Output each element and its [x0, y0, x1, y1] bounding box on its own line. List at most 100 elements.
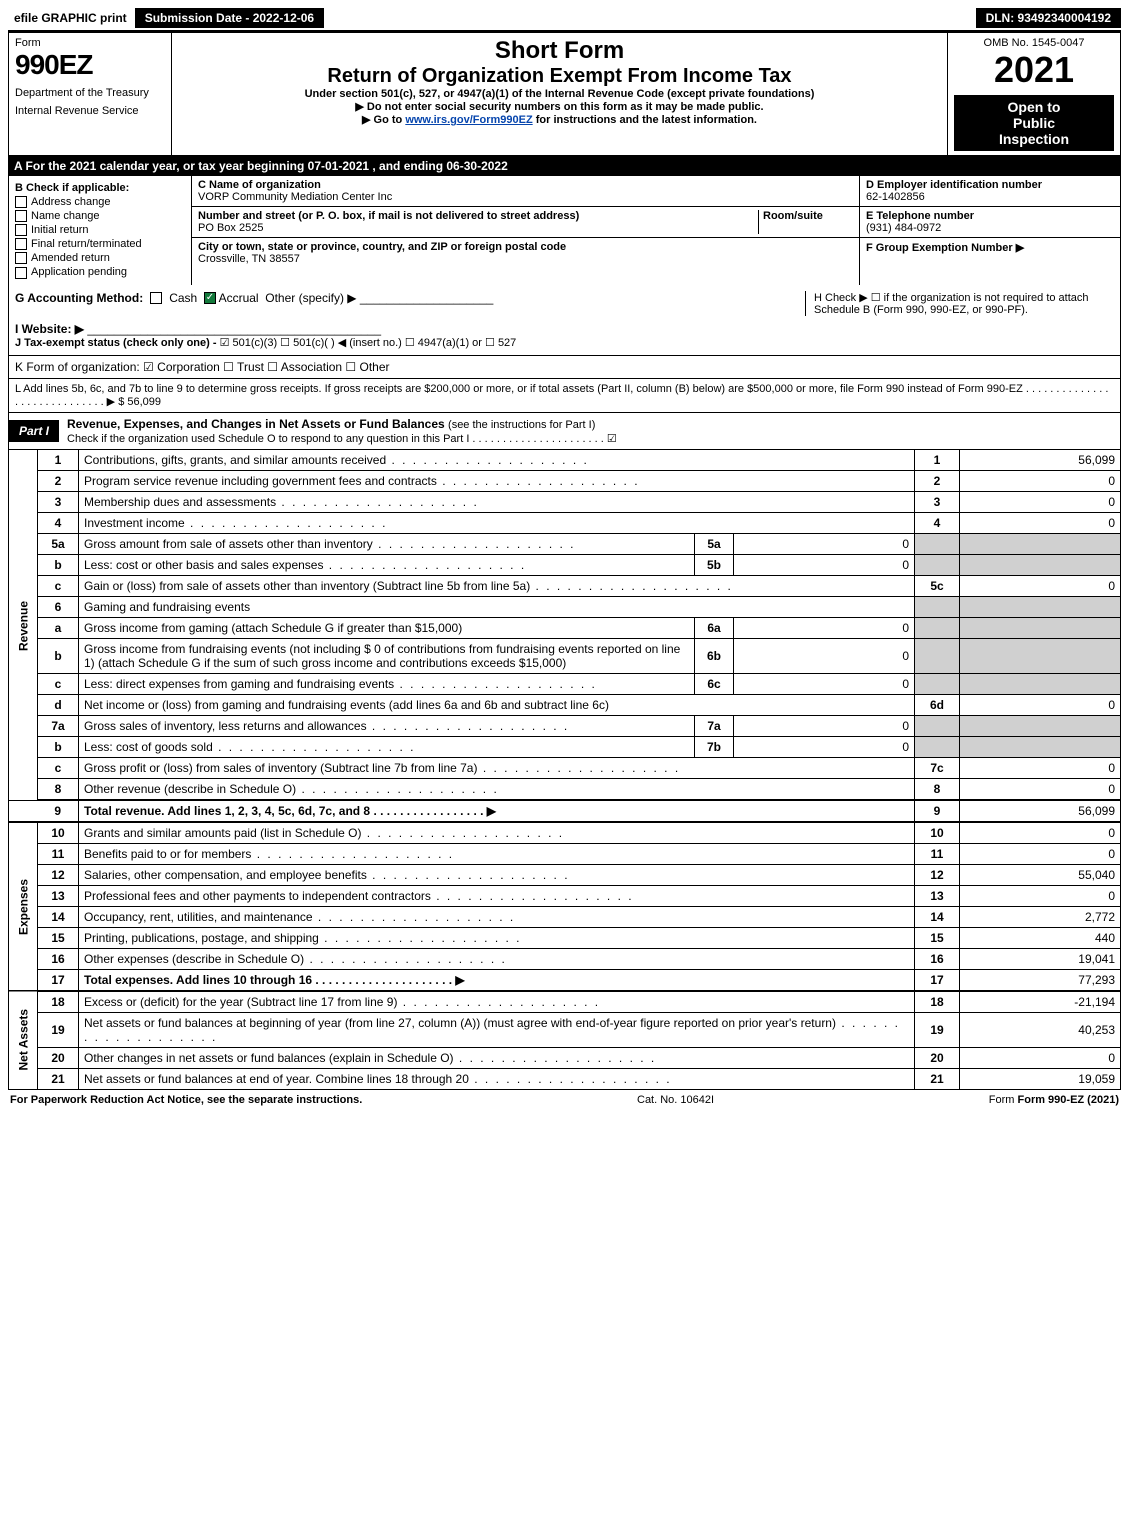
room-label: Room/suite: [763, 210, 823, 222]
checkbox-address-change[interactable]: [15, 196, 27, 208]
footer-right: Form Form 990-EZ (2021): [989, 1094, 1119, 1106]
line6c-desc: Less: direct expenses from gaming and fu…: [79, 673, 695, 694]
line15-val: 440: [960, 927, 1121, 948]
top-bar: efile GRAPHIC print Submission Date - 20…: [8, 8, 1121, 32]
col-c: C Name of organization VORP Community Me…: [192, 176, 859, 285]
line7b-desc: Less: cost of goods sold: [79, 736, 695, 757]
phone-label: E Telephone number: [866, 210, 974, 222]
checkbox-name-change[interactable]: [15, 210, 27, 222]
line6a-val: 0: [734, 617, 915, 638]
line5b-val: 0: [734, 554, 915, 575]
checkbox-cash[interactable]: [150, 292, 162, 304]
checkbox-final-return[interactable]: [15, 238, 27, 250]
line21-val: 19,059: [960, 1068, 1121, 1089]
line10-desc: Grants and similar amounts paid (list in…: [79, 822, 915, 844]
line5c-val: 0: [960, 575, 1121, 596]
line7c-val: 0: [960, 757, 1121, 778]
addr-label: Number and street (or P. O. box, if mail…: [198, 210, 579, 222]
dept-irs: Internal Revenue Service: [15, 105, 165, 117]
title-section: Under section 501(c), 527, or 4947(a)(1)…: [178, 88, 941, 100]
line16-val: 19,041: [960, 948, 1121, 969]
ein-value: 62-1402856: [866, 191, 925, 203]
form-header: Form 990EZ Department of the Treasury In…: [8, 32, 1121, 156]
line6d-desc: Net income or (loss) from gaming and fun…: [79, 694, 915, 715]
part1-tag: Part I: [9, 420, 59, 442]
part1-header: Part I Revenue, Expenses, and Changes in…: [8, 413, 1121, 450]
line15-desc: Printing, publications, postage, and shi…: [79, 927, 915, 948]
line5c-desc: Gain or (loss) from sale of assets other…: [79, 575, 915, 596]
part1-check: Check if the organization used Schedule …: [67, 433, 617, 445]
line11-desc: Benefits paid to or for members: [79, 843, 915, 864]
part1-title: Revenue, Expenses, and Changes in Net As…: [67, 417, 445, 431]
org-city: Crossville, TN 38557: [198, 253, 300, 265]
city-label: City or town, state or province, country…: [198, 241, 566, 253]
j-label: J Tax-exempt status (check only one) -: [15, 337, 220, 349]
part1-sub: (see the instructions for Part I): [448, 419, 595, 431]
line10-val: 0: [960, 822, 1121, 844]
line6b-val: 0: [734, 638, 915, 673]
line11-val: 0: [960, 843, 1121, 864]
gross-receipts: 56,099: [127, 396, 161, 408]
netassets-side-label: Net Assets: [9, 991, 38, 1090]
line8-desc: Other revenue (describe in Schedule O): [79, 778, 915, 800]
checkbox-amended[interactable]: [15, 252, 27, 264]
line6a-desc: Gross income from gaming (attach Schedul…: [79, 617, 695, 638]
revenue-side-label: Revenue: [9, 450, 38, 800]
col-b: B Check if applicable: Address change Na…: [9, 176, 192, 285]
line17-desc: Total expenses. Add lines 10 through 16 …: [79, 969, 915, 991]
efile-label[interactable]: efile GRAPHIC print: [8, 9, 133, 27]
line2-desc: Program service revenue including govern…: [79, 470, 915, 491]
submission-date: Submission Date - 2022-12-06: [133, 8, 324, 28]
footer: For Paperwork Reduction Act Notice, see …: [8, 1090, 1121, 1110]
line12-val: 55,040: [960, 864, 1121, 885]
form-table: Revenue 1 Contributions, gifts, grants, …: [8, 450, 1121, 1090]
line4-val: 0: [960, 512, 1121, 533]
irs-link[interactable]: www.irs.gov/Form990EZ: [405, 114, 532, 126]
line7a-desc: Gross sales of inventory, less returns a…: [79, 715, 695, 736]
form-label: Form: [15, 37, 165, 49]
line5a-desc: Gross amount from sale of assets other t…: [79, 533, 695, 554]
ein-label: D Employer identification number: [866, 179, 1042, 191]
dln: DLN: 93492340004192: [976, 8, 1121, 28]
line7a-val: 0: [734, 715, 915, 736]
title-short-form: Short Form: [178, 37, 941, 65]
line4-desc: Investment income: [79, 512, 915, 533]
title-goto: ▶ Go to www.irs.gov/Form990EZ for instru…: [178, 113, 941, 126]
g-label: G Accounting Method:: [15, 291, 143, 305]
dept-treasury: Department of the Treasury: [15, 87, 165, 99]
line-l: L Add lines 5b, 6c, and 7b to line 9 to …: [8, 379, 1121, 413]
line20-val: 0: [960, 1047, 1121, 1068]
checkbox-accrual[interactable]: [204, 292, 216, 304]
line13-val: 0: [960, 885, 1121, 906]
footer-left: For Paperwork Reduction Act Notice, see …: [10, 1094, 362, 1106]
form-number: 990EZ: [15, 49, 165, 81]
line18-desc: Excess or (deficit) for the year (Subtra…: [79, 991, 915, 1013]
checkbox-app-pending[interactable]: [15, 267, 27, 279]
h-text: H Check ▶ ☐ if the organization is not r…: [805, 291, 1114, 316]
line9-desc: Total revenue. Add lines 1, 2, 3, 4, 5c,…: [79, 800, 915, 822]
line7b-val: 0: [734, 736, 915, 757]
line14-desc: Occupancy, rent, utilities, and maintena…: [79, 906, 915, 927]
line2-val: 0: [960, 470, 1121, 491]
line17-val: 77,293: [960, 969, 1121, 991]
line5a-val: 0: [734, 533, 915, 554]
line6c-val: 0: [734, 673, 915, 694]
line3-val: 0: [960, 491, 1121, 512]
line-k: K Form of organization: ☑ Corporation ☐ …: [8, 356, 1121, 379]
line1-val: 56,099: [960, 450, 1121, 471]
section-a: A For the 2021 calendar year, or tax yea…: [8, 156, 1121, 176]
row-ghij: G Accounting Method: Cash Accrual Other …: [8, 285, 1121, 356]
line21-desc: Net assets or fund balances at end of ye…: [79, 1068, 915, 1089]
checkbox-initial-return[interactable]: [15, 224, 27, 236]
line13-desc: Professional fees and other payments to …: [79, 885, 915, 906]
line18-val: -21,194: [960, 991, 1121, 1013]
block-bc: B Check if applicable: Address change Na…: [8, 176, 1121, 285]
tax-year: 2021: [954, 49, 1114, 91]
org-address: PO Box 2525: [198, 222, 263, 234]
line6-desc: Gaming and fundraising events: [79, 596, 915, 617]
footer-center: Cat. No. 10642I: [637, 1094, 714, 1106]
open-inspection: Open to Public Inspection: [954, 95, 1114, 151]
line3-desc: Membership dues and assessments: [79, 491, 915, 512]
phone-value: (931) 484-0972: [866, 222, 941, 234]
line19-desc: Net assets or fund balances at beginning…: [79, 1012, 915, 1047]
